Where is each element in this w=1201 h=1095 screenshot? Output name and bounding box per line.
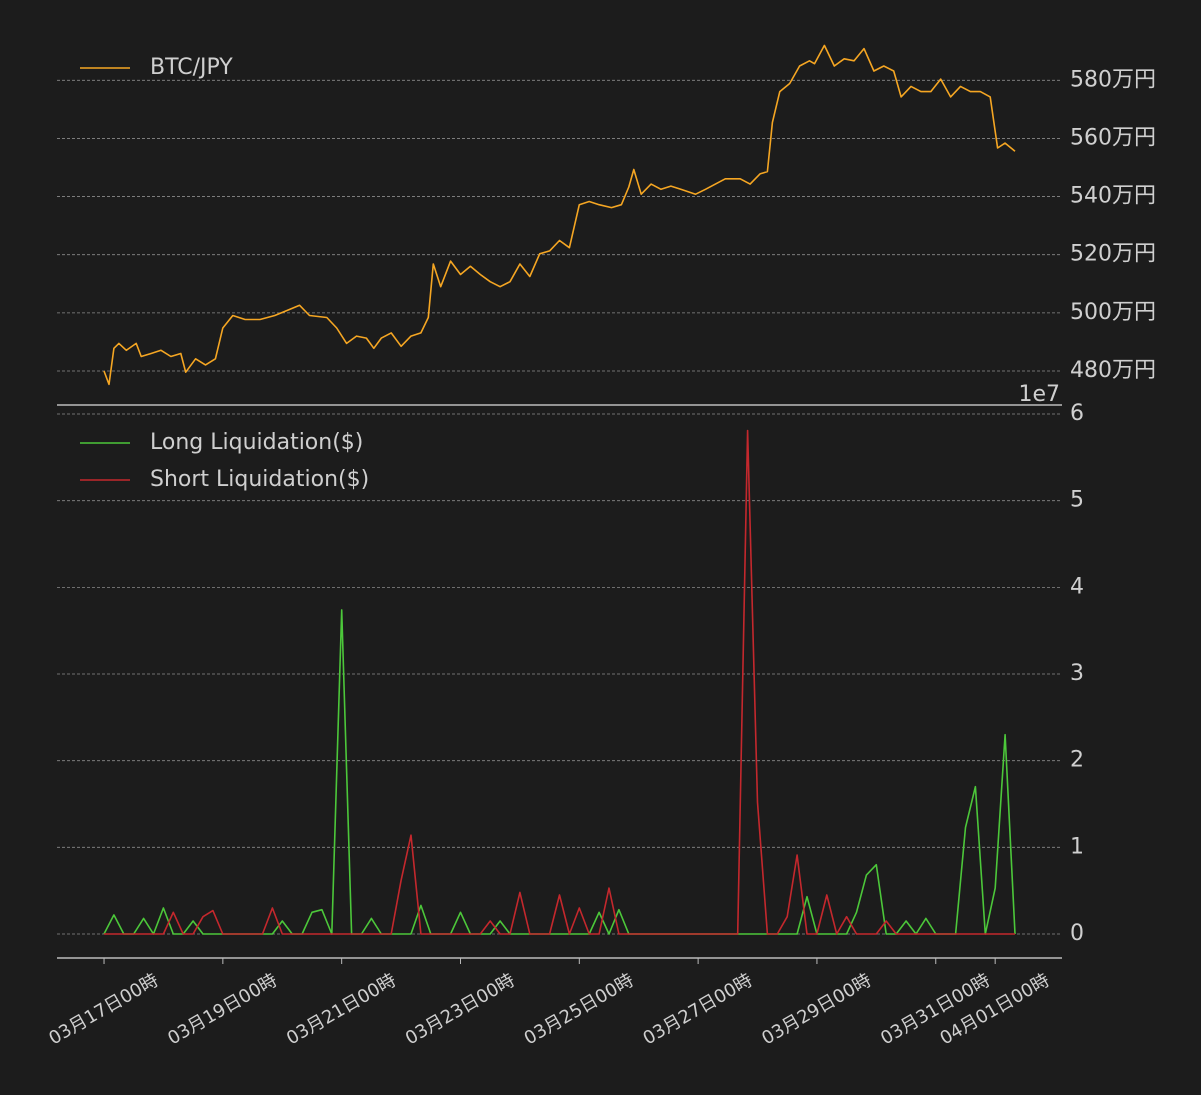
x-tick-label: 03月27日00時 <box>639 970 756 1050</box>
y-tick-label: 4 <box>1070 574 1084 599</box>
series-line <box>103 609 1016 935</box>
x-tick-label: 03月21日00時 <box>283 970 400 1050</box>
y-tick-label: 480万円 <box>1070 358 1156 383</box>
y-tick-label: 3 <box>1070 661 1084 686</box>
y-tick-label: 540万円 <box>1070 184 1156 209</box>
y-tick-label: 580万円 <box>1070 67 1156 92</box>
series-line <box>103 44 1016 386</box>
legend-label: Long Liquidation($) <box>150 430 363 455</box>
x-tick-label: 03月25日00時 <box>521 970 638 1050</box>
y-tick-label: 5 <box>1070 488 1084 513</box>
y-offset-label: 1e7 <box>1018 382 1060 407</box>
y-tick-label: 6 <box>1070 401 1084 426</box>
legend-label: Short Liquidation($) <box>150 467 369 492</box>
x-tick-label: 03月17日00時 <box>45 970 162 1050</box>
series-line <box>104 429 1015 935</box>
x-tick-label: 03月23日00時 <box>402 970 519 1050</box>
x-tick-label: 03月29日00時 <box>758 970 875 1050</box>
y-tick-label: 520万円 <box>1070 242 1156 267</box>
y-tick-label: 0 <box>1070 921 1084 946</box>
y-tick-label: 2 <box>1070 748 1084 773</box>
y-tick-label: 1 <box>1070 834 1084 859</box>
y-tick-label: 500万円 <box>1070 300 1156 325</box>
y-tick-label: 560万円 <box>1070 125 1156 150</box>
legend-label: BTC/JPY <box>150 55 233 80</box>
x-tick-label: 03月19日00時 <box>164 970 281 1050</box>
